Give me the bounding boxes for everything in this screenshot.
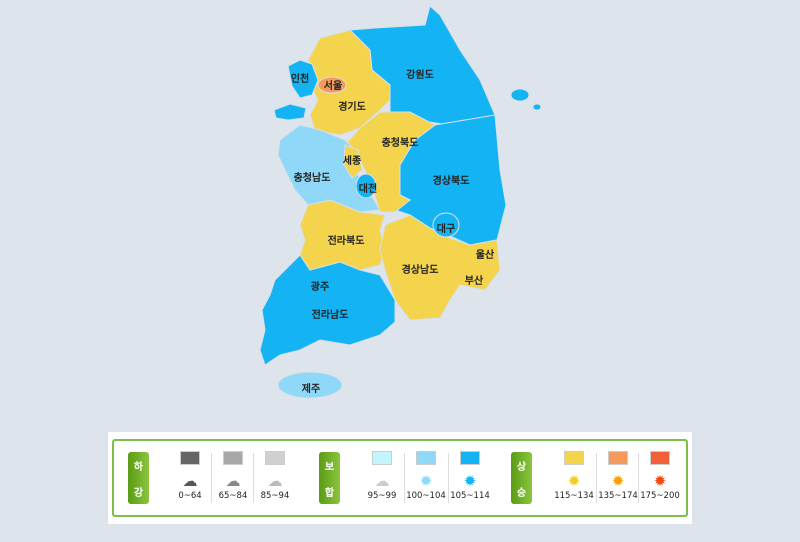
region-label: 광주 [311, 281, 329, 293]
cloud-icon: ☁ [374, 472, 390, 490]
region-incheon[interactable] [287, 59, 319, 99]
tag-char: 하 [133, 461, 144, 473]
legend: 하 강 ☁ 0~64 ☁ 65~84 ☁ 85~94 보 합 ☁ 95~99 ✹ 100~104 ✹ 105~… [108, 432, 692, 524]
color-swatch [564, 451, 584, 465]
legend-item: ✹ 105~114 [450, 451, 490, 507]
region-label: 대전 [359, 182, 377, 195]
divider [596, 453, 597, 503]
divider [448, 453, 449, 503]
region-label: 경기도 [338, 100, 366, 113]
color-swatch [650, 451, 670, 465]
orange-sun-icon: ✹ [611, 472, 625, 490]
region-jeonnam[interactable] [259, 254, 396, 366]
divider [638, 453, 639, 503]
color-swatch [460, 451, 480, 465]
legend-item: ☁ 95~99 [363, 451, 401, 507]
rain-cloud-icon: ☁ [225, 472, 241, 490]
region-label: 제주 [302, 382, 320, 395]
ulleungdo [510, 88, 530, 102]
region-label: 충청북도 [382, 136, 419, 149]
tag-char: 상 [516, 461, 527, 473]
legend-item: ✹ 135~174 [598, 451, 638, 507]
red-sun-icon: ✹ [653, 472, 667, 490]
region-label: 부산 [465, 274, 484, 287]
tag-char: 승 [516, 487, 527, 499]
range-label: 135~174 [598, 491, 638, 501]
region-label: 경상남도 [402, 263, 439, 276]
region-label: 전라북도 [328, 234, 365, 247]
region-daejeon[interactable] [355, 173, 377, 199]
divider [253, 453, 254, 503]
range-label: 85~94 [260, 491, 290, 501]
range-label: 115~134 [554, 491, 594, 501]
region-label: 서울 [324, 79, 342, 92]
light-blue-burst-icon: ✹ [419, 472, 433, 490]
legend-item: ☁ 65~84 [214, 451, 252, 507]
region-label: 전라남도 [312, 308, 349, 321]
range-label: 105~114 [450, 491, 490, 501]
dokdo [532, 103, 542, 111]
yellow-sun-icon: ✹ [567, 472, 581, 490]
tag-char: 합 [324, 487, 335, 499]
color-swatch [265, 451, 285, 465]
region-chungnam[interactable] [277, 124, 381, 213]
range-label: 65~84 [218, 491, 248, 501]
legend-box: 하 강 ☁ 0~64 ☁ 65~84 ☁ 85~94 보 합 ☁ 95~99 ✹ 100~104 ✹ 105~… [112, 439, 688, 517]
range-label: 0~64 [178, 491, 202, 501]
legend-item: ☁ 0~64 [171, 451, 209, 507]
region-chungbuk[interactable] [344, 111, 436, 213]
divider [211, 453, 212, 503]
color-swatch [372, 451, 392, 465]
legend-item: ✹ 115~134 [554, 451, 594, 507]
region-seoul[interactable] [317, 76, 347, 94]
region-sejong[interactable] [343, 144, 363, 179]
range-label: 175~200 [640, 491, 680, 501]
region-jeju[interactable] [277, 371, 343, 399]
color-swatch [608, 451, 628, 465]
tag-char: 강 [133, 487, 144, 499]
region-daegu[interactable] [432, 212, 460, 238]
color-swatch [180, 451, 200, 465]
tag-char: 보 [324, 461, 335, 473]
legend-item: ✹ 175~200 [640, 451, 680, 507]
color-swatch [416, 451, 436, 465]
light-rain-cloud-icon: ☁ [267, 472, 283, 490]
divider [404, 453, 405, 503]
region-label: 경상북도 [433, 174, 470, 187]
region-label: 충청남도 [294, 171, 331, 184]
range-label: 95~99 [367, 491, 397, 501]
region-label: 세종 [343, 154, 361, 167]
legend-item: ☁ 85~94 [256, 451, 294, 507]
region-label: 인천 [291, 72, 309, 85]
region-label: 강원도 [406, 68, 434, 81]
heavy-rain-cloud-icon: ☁ [182, 472, 198, 490]
blue-burst-icon: ✹ [463, 472, 477, 490]
region-jeonbuk[interactable] [299, 199, 386, 271]
range-label: 100~104 [406, 491, 446, 501]
legend-item: ✹ 100~104 [406, 451, 446, 507]
region-incheon-island [273, 103, 307, 121]
region-label: 울산 [476, 248, 495, 261]
region-label: 대구 [437, 222, 455, 235]
color-swatch [223, 451, 243, 465]
